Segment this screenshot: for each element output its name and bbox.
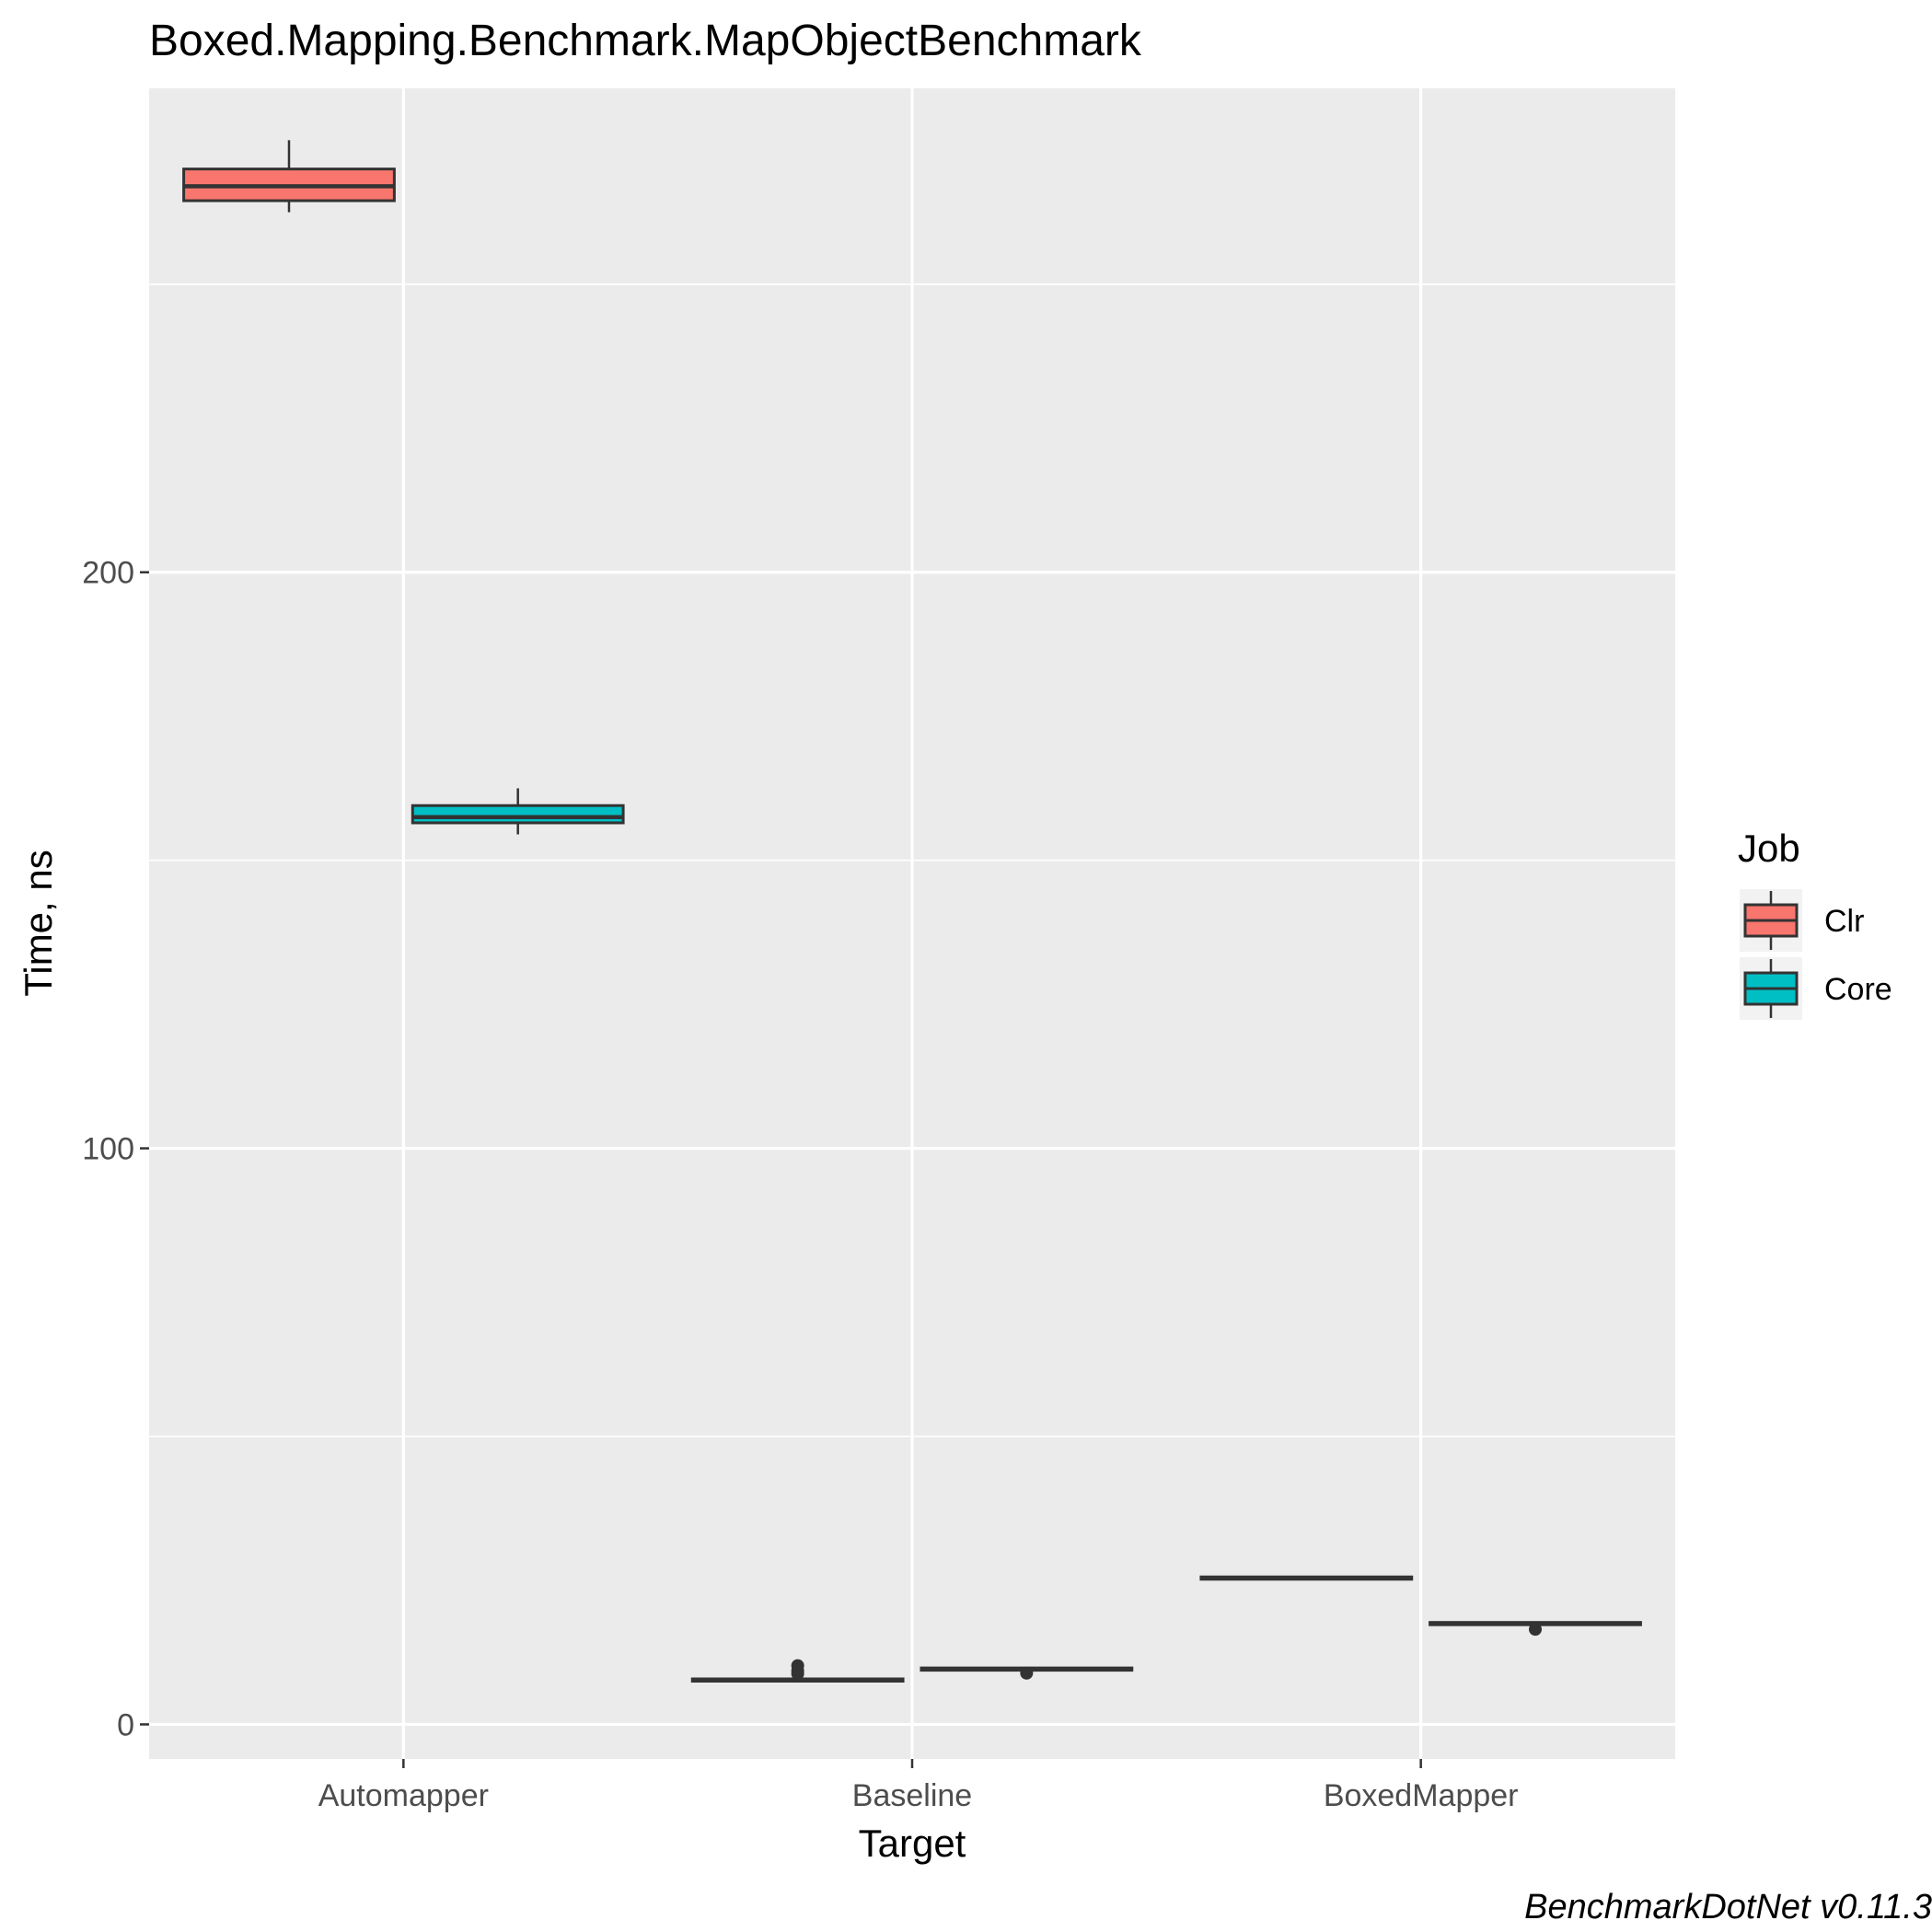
legend-label: Clr bbox=[1824, 904, 1864, 939]
x-axis: Automapper Baseline BoxedMapper bbox=[318, 1759, 1519, 1813]
legend-item-clr: Clr bbox=[1740, 889, 1864, 952]
box-series bbox=[182, 140, 1642, 1683]
box-clr-boxedmapper bbox=[1199, 1575, 1414, 1581]
x-axis-label: Target bbox=[859, 1822, 966, 1865]
grid-major-lines bbox=[149, 88, 1675, 1759]
legend-title: Job bbox=[1738, 827, 1800, 870]
box-core-automapper bbox=[411, 788, 625, 835]
y-axis-label: Time, ns bbox=[17, 850, 60, 996]
box-clr-automapper bbox=[182, 140, 396, 213]
box-iqr bbox=[411, 804, 625, 825]
x-tick-label: Automapper bbox=[318, 1778, 489, 1813]
y-tick-label: 200 bbox=[82, 556, 134, 591]
x-tick-label: BoxedMapper bbox=[1324, 1778, 1519, 1813]
legend-item-core: Core bbox=[1740, 957, 1892, 1020]
caption: BenchmarkDotNet v0.11.3 bbox=[1524, 1888, 1932, 1926]
y-axis: 0 100 200 bbox=[82, 556, 149, 1742]
y-tick-label: 100 bbox=[82, 1132, 134, 1167]
legend: Job Clr Core bbox=[1738, 827, 1892, 1020]
outlier-point bbox=[1020, 1666, 1034, 1680]
box-core-baseline bbox=[920, 1666, 1134, 1680]
x-tick-label: Baseline bbox=[852, 1778, 972, 1813]
y-tick-label: 0 bbox=[117, 1707, 134, 1742]
box-core-boxedmapper bbox=[1429, 1621, 1642, 1637]
legend-label: Core bbox=[1824, 972, 1892, 1007]
outlier-point bbox=[791, 1659, 804, 1672]
chart-title: Boxed.Mapping.Benchmark.MapObjectBenchma… bbox=[149, 17, 1142, 65]
box-clr-baseline bbox=[690, 1659, 905, 1683]
outlier-point bbox=[1529, 1623, 1543, 1637]
